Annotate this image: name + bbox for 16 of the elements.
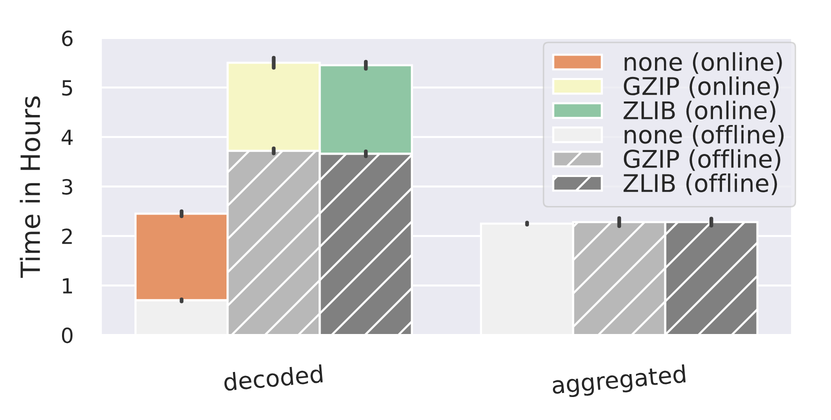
y-tick-label: 3 bbox=[62, 178, 72, 195]
y-tick-label: 6 bbox=[62, 30, 73, 46]
legend-label: GZIP (offline) bbox=[624, 149, 780, 171]
legend-label: none (online) bbox=[624, 52, 782, 74]
x-tick-label: aggregated bbox=[552, 364, 686, 399]
y-tick-label: 0 bbox=[62, 327, 72, 344]
y-axis-title: Time in Hours bbox=[20, 96, 40, 278]
legend-label: none (offline) bbox=[624, 124, 784, 147]
y-tick-label: 2 bbox=[62, 228, 72, 244]
y-tick-label: 1 bbox=[62, 278, 72, 294]
y-tick-label: 4 bbox=[62, 130, 73, 145]
x-tick-label: decoded bbox=[223, 364, 323, 392]
legend-label: GZIP (online) bbox=[624, 76, 779, 98]
legend-label: ZLIB (online) bbox=[624, 100, 776, 122]
y-tick-label: 5 bbox=[62, 80, 72, 96]
legend-label: ZLIB (offline) bbox=[624, 173, 777, 196]
